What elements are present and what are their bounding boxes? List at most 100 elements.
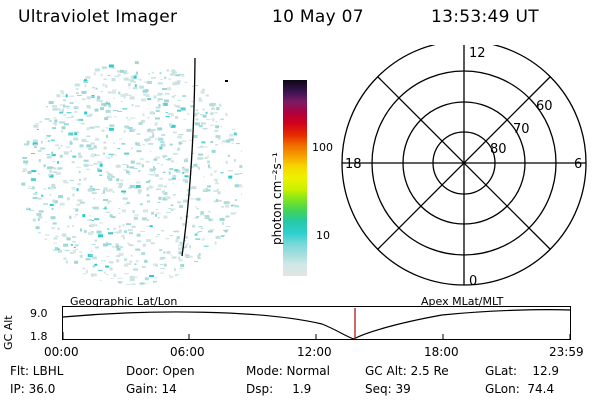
uv-emission-pixel	[27, 187, 32, 189]
uv-emission-pixel	[203, 176, 206, 178]
uv-emission-pixel	[109, 267, 113, 271]
uv-emission-pixel	[215, 180, 218, 183]
uv-emission-pixel	[129, 128, 135, 132]
uv-emission-pixel	[142, 113, 145, 117]
uv-emission-pixel	[212, 105, 215, 109]
uv-emission-pixel	[25, 164, 28, 166]
uv-emission-pixel	[213, 190, 219, 192]
uv-emission-pixel	[169, 73, 175, 76]
uv-emission-pixel	[186, 254, 189, 256]
uv-emission-pixel	[138, 78, 142, 81]
uv-emission-pixel	[215, 198, 218, 202]
uv-emission-pixel	[121, 190, 127, 193]
uv-emission-pixel	[229, 138, 234, 142]
uv-emission-pixel	[115, 243, 119, 246]
uv-emission-pixel	[164, 93, 170, 95]
uv-emission-pixel	[46, 106, 48, 108]
uv-emission-pixel	[59, 90, 63, 92]
uv-emission-pixel	[220, 142, 223, 144]
uv-emission-pixel	[90, 142, 95, 145]
uv-emission-pixel	[36, 213, 42, 216]
uv-emission-pixel	[31, 153, 35, 154]
uv-emission-pixel	[72, 188, 76, 190]
uv-emission-pixel	[123, 230, 127, 234]
uv-emission-pixel	[94, 126, 100, 128]
uv-emission-pixel	[145, 89, 149, 92]
uv-emission-pixel	[172, 182, 175, 184]
uv-emission-pixel	[222, 221, 224, 225]
uv-emission-pixel	[184, 239, 186, 241]
uv-emission-pixel	[73, 106, 79, 109]
uv-emission-pixel	[158, 196, 162, 200]
uv-emission-pixel	[178, 259, 183, 262]
uv-emission-pixel	[84, 79, 87, 82]
info-glon: GLon: 74.4	[485, 382, 555, 396]
uv-emission-pixel	[147, 200, 150, 203]
uv-emission-pixel	[141, 217, 147, 221]
uv-emission-pixel	[155, 106, 161, 109]
uv-emission-pixel	[89, 126, 95, 129]
uv-emission-pixel	[105, 265, 110, 268]
uv-emission-pixel	[52, 105, 57, 108]
uv-emission-pixel	[91, 243, 96, 245]
uv-emission-pixel	[205, 188, 209, 190]
uv-emission-pixel	[165, 238, 170, 240]
uv-emission-pixel	[76, 92, 79, 94]
uv-emission-pixel	[165, 115, 170, 117]
uv-emission-pixel	[69, 95, 74, 97]
uv-emission-pixel	[178, 141, 182, 145]
uv-emission-pixel	[198, 153, 204, 156]
uv-emission-pixel	[35, 123, 39, 125]
uv-emission-pixel	[118, 225, 121, 229]
uv-emission-pixel	[112, 154, 117, 156]
uv-emission-pixel	[218, 137, 221, 140]
uv-emission-pixel	[58, 249, 62, 253]
uv-emission-pixel	[40, 147, 46, 150]
uv-emission-pixel	[145, 94, 150, 98]
uv-emission-pixel	[159, 72, 162, 74]
timeline-ticks	[62, 332, 571, 340]
uv-emission-pixel	[240, 150, 244, 152]
uv-emission-pixel	[50, 139, 55, 141]
info-filter: Flt: LBHL	[10, 364, 64, 378]
uv-emission-pixel	[192, 135, 198, 138]
uv-emission-pixel	[162, 156, 165, 159]
uv-emission-pixel	[183, 171, 189, 174]
uv-emission-pixel	[194, 233, 198, 236]
uv-emission-pixel	[90, 155, 95, 158]
uv-emission-pixel	[214, 170, 217, 173]
uv-emission-pixel	[110, 175, 115, 178]
uv-emission-pixel	[76, 203, 81, 206]
uv-emission-pixel	[142, 89, 148, 93]
uv-emission-pixel	[105, 102, 111, 105]
uv-emission-pixel	[160, 144, 164, 146]
uv-emission-pixel	[188, 255, 193, 258]
uv-emission-pixel	[120, 246, 124, 248]
uv-emission-pixel	[230, 205, 233, 207]
uv-emission-pixel	[54, 119, 58, 123]
uv-emission-pixel	[95, 137, 100, 141]
uv-emission-pixel	[154, 117, 160, 120]
uv-emission-pixel	[100, 107, 104, 111]
uv-emission-pixel	[92, 220, 94, 221]
uv-emission-pixel	[24, 143, 30, 146]
uv-emission-pixel	[207, 160, 211, 164]
uv-emission-pixel	[105, 274, 109, 276]
uv-emission-pixel	[89, 185, 93, 188]
uv-emission-pixel	[110, 154, 113, 158]
uv-emission-pixel	[53, 171, 57, 174]
uv-emission-pixel	[170, 160, 174, 163]
uv-emission-pixel	[90, 223, 96, 227]
uv-emission-pixel	[203, 191, 208, 192]
uv-emission-pixel	[201, 238, 205, 241]
uv-emission-pixel	[147, 174, 151, 175]
uv-emission-pixel	[120, 93, 125, 97]
uv-emission-pixel	[116, 255, 121, 257]
uv-emission-pixel	[163, 99, 169, 103]
uv-emission-pixel	[93, 72, 96, 76]
uv-emission-pixel	[65, 94, 68, 98]
uv-emission-pixel	[195, 238, 201, 240]
uv-emission-pixel	[129, 166, 135, 169]
uv-emission-pixel	[98, 100, 103, 103]
uv-emission-pixel	[207, 155, 210, 158]
